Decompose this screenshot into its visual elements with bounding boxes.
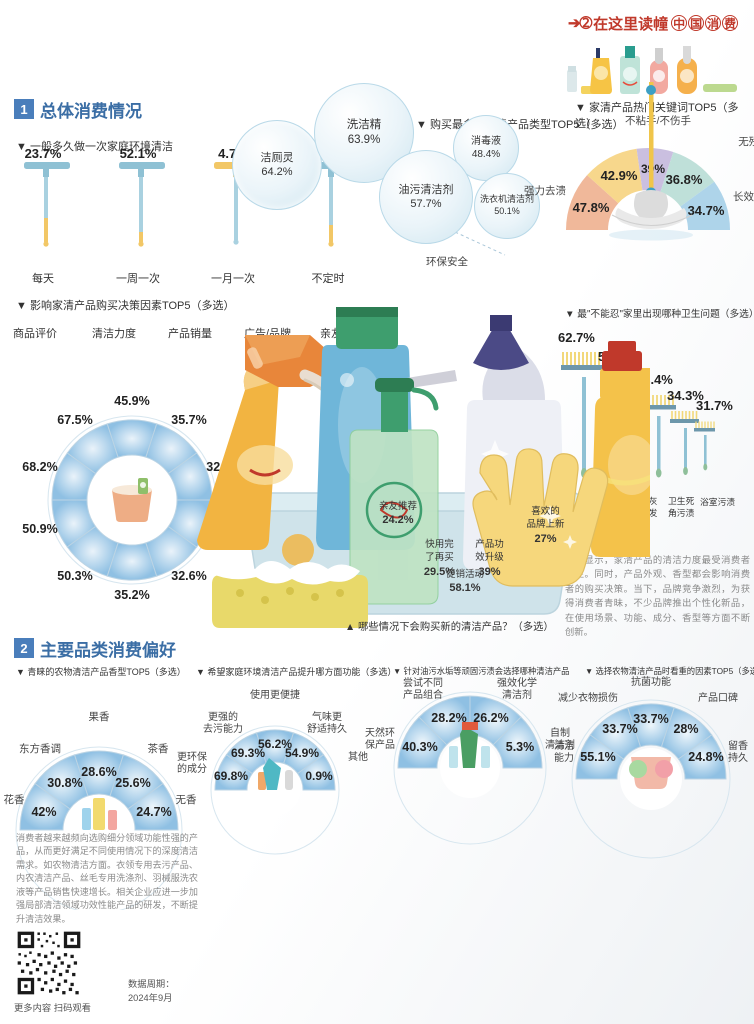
svg-text:留香持久: 留香持久 (728, 739, 748, 764)
svg-text:45.9%: 45.9% (114, 394, 149, 408)
svg-text:花香: 花香 (4, 793, 25, 806)
svg-text:67.5%: 67.5% (57, 413, 92, 427)
svg-text:50.9%: 50.9% (22, 522, 57, 536)
svg-text:清洁能力: 清洁能力 (554, 739, 574, 764)
svg-text:尝试不同产品组合: 尝试不同产品组合 (403, 676, 443, 701)
svg-text:68.2%: 68.2% (22, 460, 57, 474)
svg-text:33.7%: 33.7% (633, 712, 668, 726)
svg-text:28.6%: 28.6% (81, 765, 116, 779)
svg-text:28%: 28% (673, 722, 698, 736)
svg-text:更环保的成分: 更环保的成分 (177, 750, 207, 775)
svg-text:无残留: 无残留 (738, 135, 754, 148)
svg-text:使用更便捷: 使用更便捷 (250, 688, 300, 701)
svg-text:更强的去污能力: 更强的去污能力 (203, 710, 243, 735)
svg-text:长效杀菌: 长效杀菌 (733, 190, 754, 203)
svg-text:25.6%: 25.6% (115, 776, 150, 790)
svg-text:50.3%: 50.3% (57, 569, 92, 583)
svg-text:26.2%: 26.2% (473, 711, 508, 725)
svg-text:40.3%: 40.3% (402, 740, 437, 754)
svg-text:69.8%: 69.8% (214, 769, 248, 783)
svg-text:强效化学清洁剂: 强效化学清洁剂 (497, 676, 537, 701)
svg-text:减少衣物损伤: 减少衣物损伤 (558, 691, 618, 704)
svg-text:天然环保产品: 天然环保产品 (365, 726, 395, 751)
svg-text:产品口碑: 产品口碑 (698, 691, 738, 704)
svg-text:0.9%: 0.9% (305, 769, 333, 783)
svg-text:35.2%: 35.2% (114, 588, 149, 602)
svg-text:果香: 果香 (89, 711, 110, 723)
svg-text:5.3%: 5.3% (506, 740, 535, 754)
svg-text:55.1%: 55.1% (580, 750, 615, 764)
svg-text:24.8%: 24.8% (688, 750, 723, 764)
svg-text:28.2%: 28.2% (431, 711, 466, 725)
svg-text:气味更舒适持久: 气味更舒适持久 (307, 710, 347, 735)
svg-text:54.9%: 54.9% (285, 746, 319, 760)
svg-text:24.7%: 24.7% (136, 805, 171, 819)
svg-text:抗菌功能: 抗菌功能 (631, 675, 671, 688)
svg-text:42%: 42% (31, 805, 56, 819)
svg-text:30.8%: 30.8% (47, 776, 82, 790)
svg-text:茶香: 茶香 (148, 742, 169, 755)
svg-text:东方香调: 东方香调 (19, 742, 61, 755)
